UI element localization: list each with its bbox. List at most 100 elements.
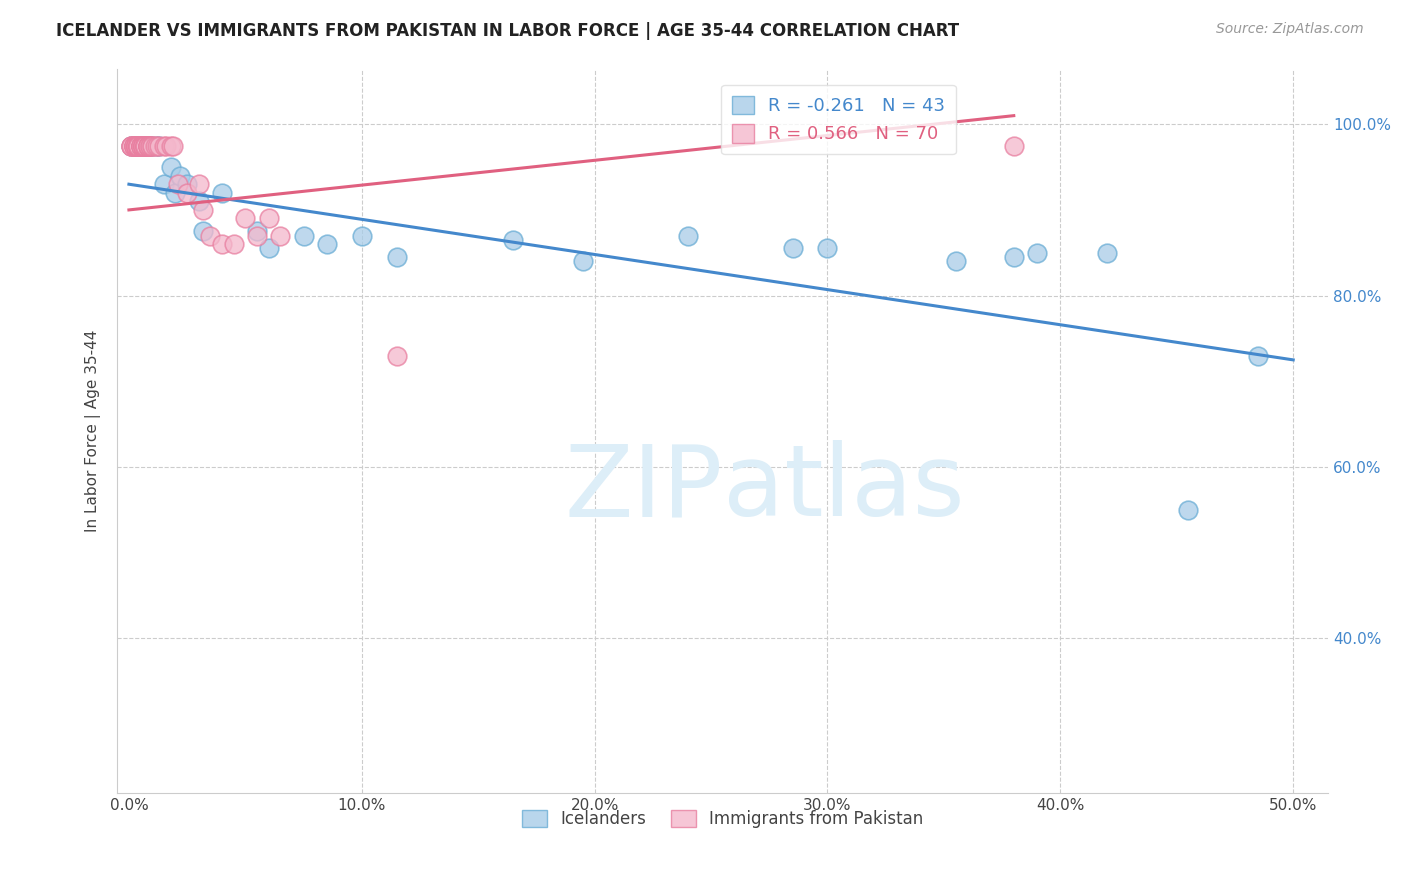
Point (132, 138, 155, 153)
Point (136, 138, 159, 153)
Point (193, 202, 215, 217)
Point (385, 349, 408, 363)
Point (127, 138, 149, 153)
Point (139, 138, 162, 153)
Point (1002, 250, 1025, 264)
Point (141, 138, 163, 153)
Point (129, 138, 152, 153)
Point (129, 138, 152, 153)
Point (129, 138, 152, 153)
Point (176, 186, 198, 200)
Point (134, 138, 156, 153)
Point (127, 138, 149, 153)
Text: ZIP: ZIP (564, 440, 723, 537)
Point (125, 138, 148, 153)
Point (676, 228, 699, 243)
Point (165, 186, 187, 200)
Point (129, 138, 152, 153)
Point (122, 138, 145, 153)
Point (127, 138, 149, 153)
Point (134, 138, 156, 153)
Point (817, 242, 839, 256)
Y-axis label: In Labor Force | Age 35-44: In Labor Force | Age 35-44 (86, 329, 101, 532)
Legend: Icelanders, Immigrants from Pakistan: Icelanders, Immigrants from Pakistan (515, 804, 931, 835)
Point (257, 242, 280, 256)
Point (141, 138, 163, 153)
Point (1247, 349, 1270, 363)
Point (125, 138, 148, 153)
Point (782, 242, 804, 256)
Point (129, 138, 152, 153)
Point (166, 178, 188, 192)
Point (129, 138, 152, 153)
Point (148, 138, 170, 153)
Point (136, 138, 159, 153)
Point (160, 160, 183, 174)
Point (132, 138, 155, 153)
Point (143, 138, 166, 153)
Point (169, 169, 191, 183)
Point (160, 138, 183, 153)
Point (502, 233, 524, 247)
Point (125, 138, 148, 153)
Point (211, 186, 233, 200)
Point (125, 138, 148, 153)
Point (134, 138, 156, 153)
Point (127, 138, 149, 153)
Point (122, 138, 145, 153)
Point (148, 138, 170, 153)
Point (132, 138, 155, 153)
Point (139, 138, 162, 153)
Point (120, 138, 142, 153)
Point (125, 138, 148, 153)
Point (127, 138, 149, 153)
Point (153, 138, 176, 153)
Point (222, 237, 245, 252)
Point (136, 138, 159, 153)
Point (136, 138, 159, 153)
Point (125, 138, 148, 153)
Point (1177, 503, 1199, 517)
Point (155, 138, 177, 153)
Point (136, 138, 159, 153)
Point (127, 138, 149, 153)
Point (134, 138, 156, 153)
Point (132, 138, 155, 153)
Text: atlas: atlas (723, 440, 965, 537)
Text: Source: ZipAtlas.com: Source: ZipAtlas.com (1216, 22, 1364, 37)
Point (1002, 138, 1025, 153)
Point (153, 178, 176, 192)
Point (246, 224, 269, 238)
Point (200, 228, 222, 243)
Point (136, 138, 159, 153)
Point (193, 224, 215, 238)
Point (269, 228, 291, 243)
Point (187, 178, 209, 192)
Point (120, 138, 142, 153)
Point (146, 138, 169, 153)
Point (945, 254, 967, 268)
Point (233, 211, 256, 226)
Point (132, 138, 155, 153)
Point (141, 138, 163, 153)
Point (162, 138, 184, 153)
Point (211, 237, 233, 252)
Point (129, 138, 152, 153)
Point (315, 237, 337, 252)
Point (125, 138, 148, 153)
Point (127, 138, 149, 153)
Point (134, 138, 156, 153)
Point (127, 138, 149, 153)
Point (127, 138, 149, 153)
Point (246, 228, 269, 243)
Text: ICELANDER VS IMMIGRANTS FROM PAKISTAN IN LABOR FORCE | AGE 35-44 CORRELATION CHA: ICELANDER VS IMMIGRANTS FROM PAKISTAN IN… (56, 22, 959, 40)
Point (120, 138, 142, 153)
Point (139, 138, 162, 153)
Point (257, 211, 280, 226)
Point (122, 138, 145, 153)
Point (129, 138, 152, 153)
Point (134, 138, 156, 153)
Point (350, 228, 373, 243)
Point (132, 138, 155, 153)
Point (120, 138, 142, 153)
